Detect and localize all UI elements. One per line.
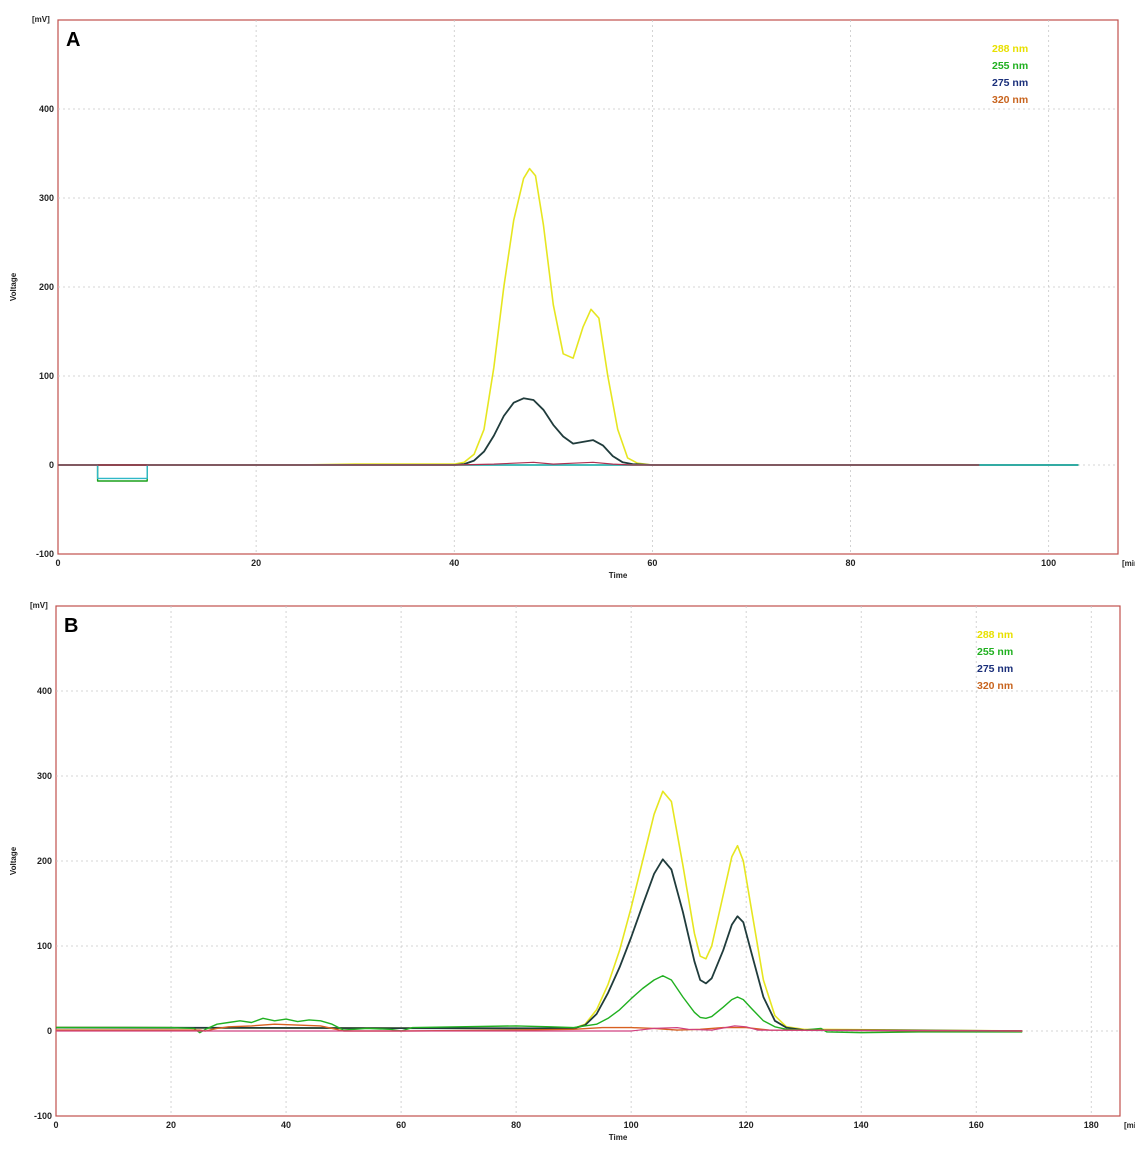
x-tick-label: 40: [281, 1120, 291, 1130]
legend-entry: 288 nm: [977, 629, 1013, 641]
series-line-4: [58, 461, 980, 466]
y-tick-label: -100: [36, 549, 54, 559]
chart-a: 020406080100-1000100200300400[mV][min.]T…: [9, 15, 1135, 580]
legend-entry: 320 nm: [977, 680, 1013, 692]
y-unit: [mV]: [32, 15, 50, 24]
x-tick-label: 60: [396, 1120, 406, 1130]
y-tick-label: 0: [49, 460, 54, 470]
x-axis-label: Time: [609, 1133, 628, 1142]
panel-label: A: [66, 29, 80, 51]
x-tick-label: 80: [846, 558, 856, 568]
y-tick-label: 200: [39, 282, 54, 292]
y-tick-label: 100: [37, 941, 52, 951]
chart-panel-a: 020406080100-1000100200300400[mV][min.]T…: [9, 15, 1135, 580]
panel-label: B: [64, 615, 78, 637]
legend-entry: 255 nm: [977, 646, 1013, 658]
y-tick-label: 100: [39, 371, 54, 381]
y-tick-label: 200: [37, 856, 52, 866]
y-tick-label: 0: [47, 1026, 52, 1036]
y-tick-label: 300: [37, 771, 52, 781]
x-tick-label: 60: [647, 558, 657, 568]
chart-b: 0 20 40 60 80 100 120 140 160 180-100010020030040…: [9, 601, 1135, 1142]
chart-panel-b: 0 20 40 60 80 100 120 140 160 180 -100 0 100 200 300 40…: [0, 588, 1135, 1151]
x-tick-label: 20: [251, 558, 261, 568]
legend-entry: 275 nm: [992, 77, 1028, 89]
x-tick-label: 100: [624, 1120, 639, 1130]
legend-entry: 320 nm: [992, 94, 1028, 106]
x-tick-label: 40: [449, 558, 459, 568]
y-tick-label: 400: [39, 104, 54, 114]
x-tick-label: 160: [969, 1120, 984, 1130]
y-tick-label: -100: [34, 1111, 52, 1121]
series-line-1: [58, 397, 1079, 466]
series-line-0: [58, 167, 1079, 466]
x-tick-label: 140: [854, 1120, 869, 1130]
x-unit: [min.]: [1122, 559, 1135, 568]
x-tick-label: 100: [1041, 558, 1056, 568]
x-unit: [min.]: [1124, 1121, 1135, 1130]
x-tick-label: 0: [55, 558, 60, 568]
y-unit: [mV]: [30, 601, 48, 610]
legend-entry: 275 nm: [977, 663, 1013, 675]
x-tick-label: 20: [166, 1120, 176, 1130]
series-line-4: [56, 1025, 1023, 1032]
x-tick-label: 120: [739, 1120, 754, 1130]
legend-entry: 288 nm: [992, 43, 1028, 55]
y-tick-label: 300: [39, 193, 54, 203]
x-tick-label: 0: [53, 1120, 58, 1130]
series-line-1: [55, 858, 1023, 1032]
y-axis-label: Voltage: [9, 846, 18, 875]
x-tick-label: 180: [1084, 1120, 1099, 1130]
x-tick-label: 80: [511, 1120, 521, 1130]
x-axis-label: Time: [609, 571, 628, 580]
series-line-2: [56, 975, 1023, 1034]
legend-entry: 255 nm: [992, 60, 1028, 72]
y-axis-label: Voltage: [9, 272, 18, 301]
series-line-0: [55, 790, 1023, 1032]
y-tick-label: 400: [37, 686, 52, 696]
